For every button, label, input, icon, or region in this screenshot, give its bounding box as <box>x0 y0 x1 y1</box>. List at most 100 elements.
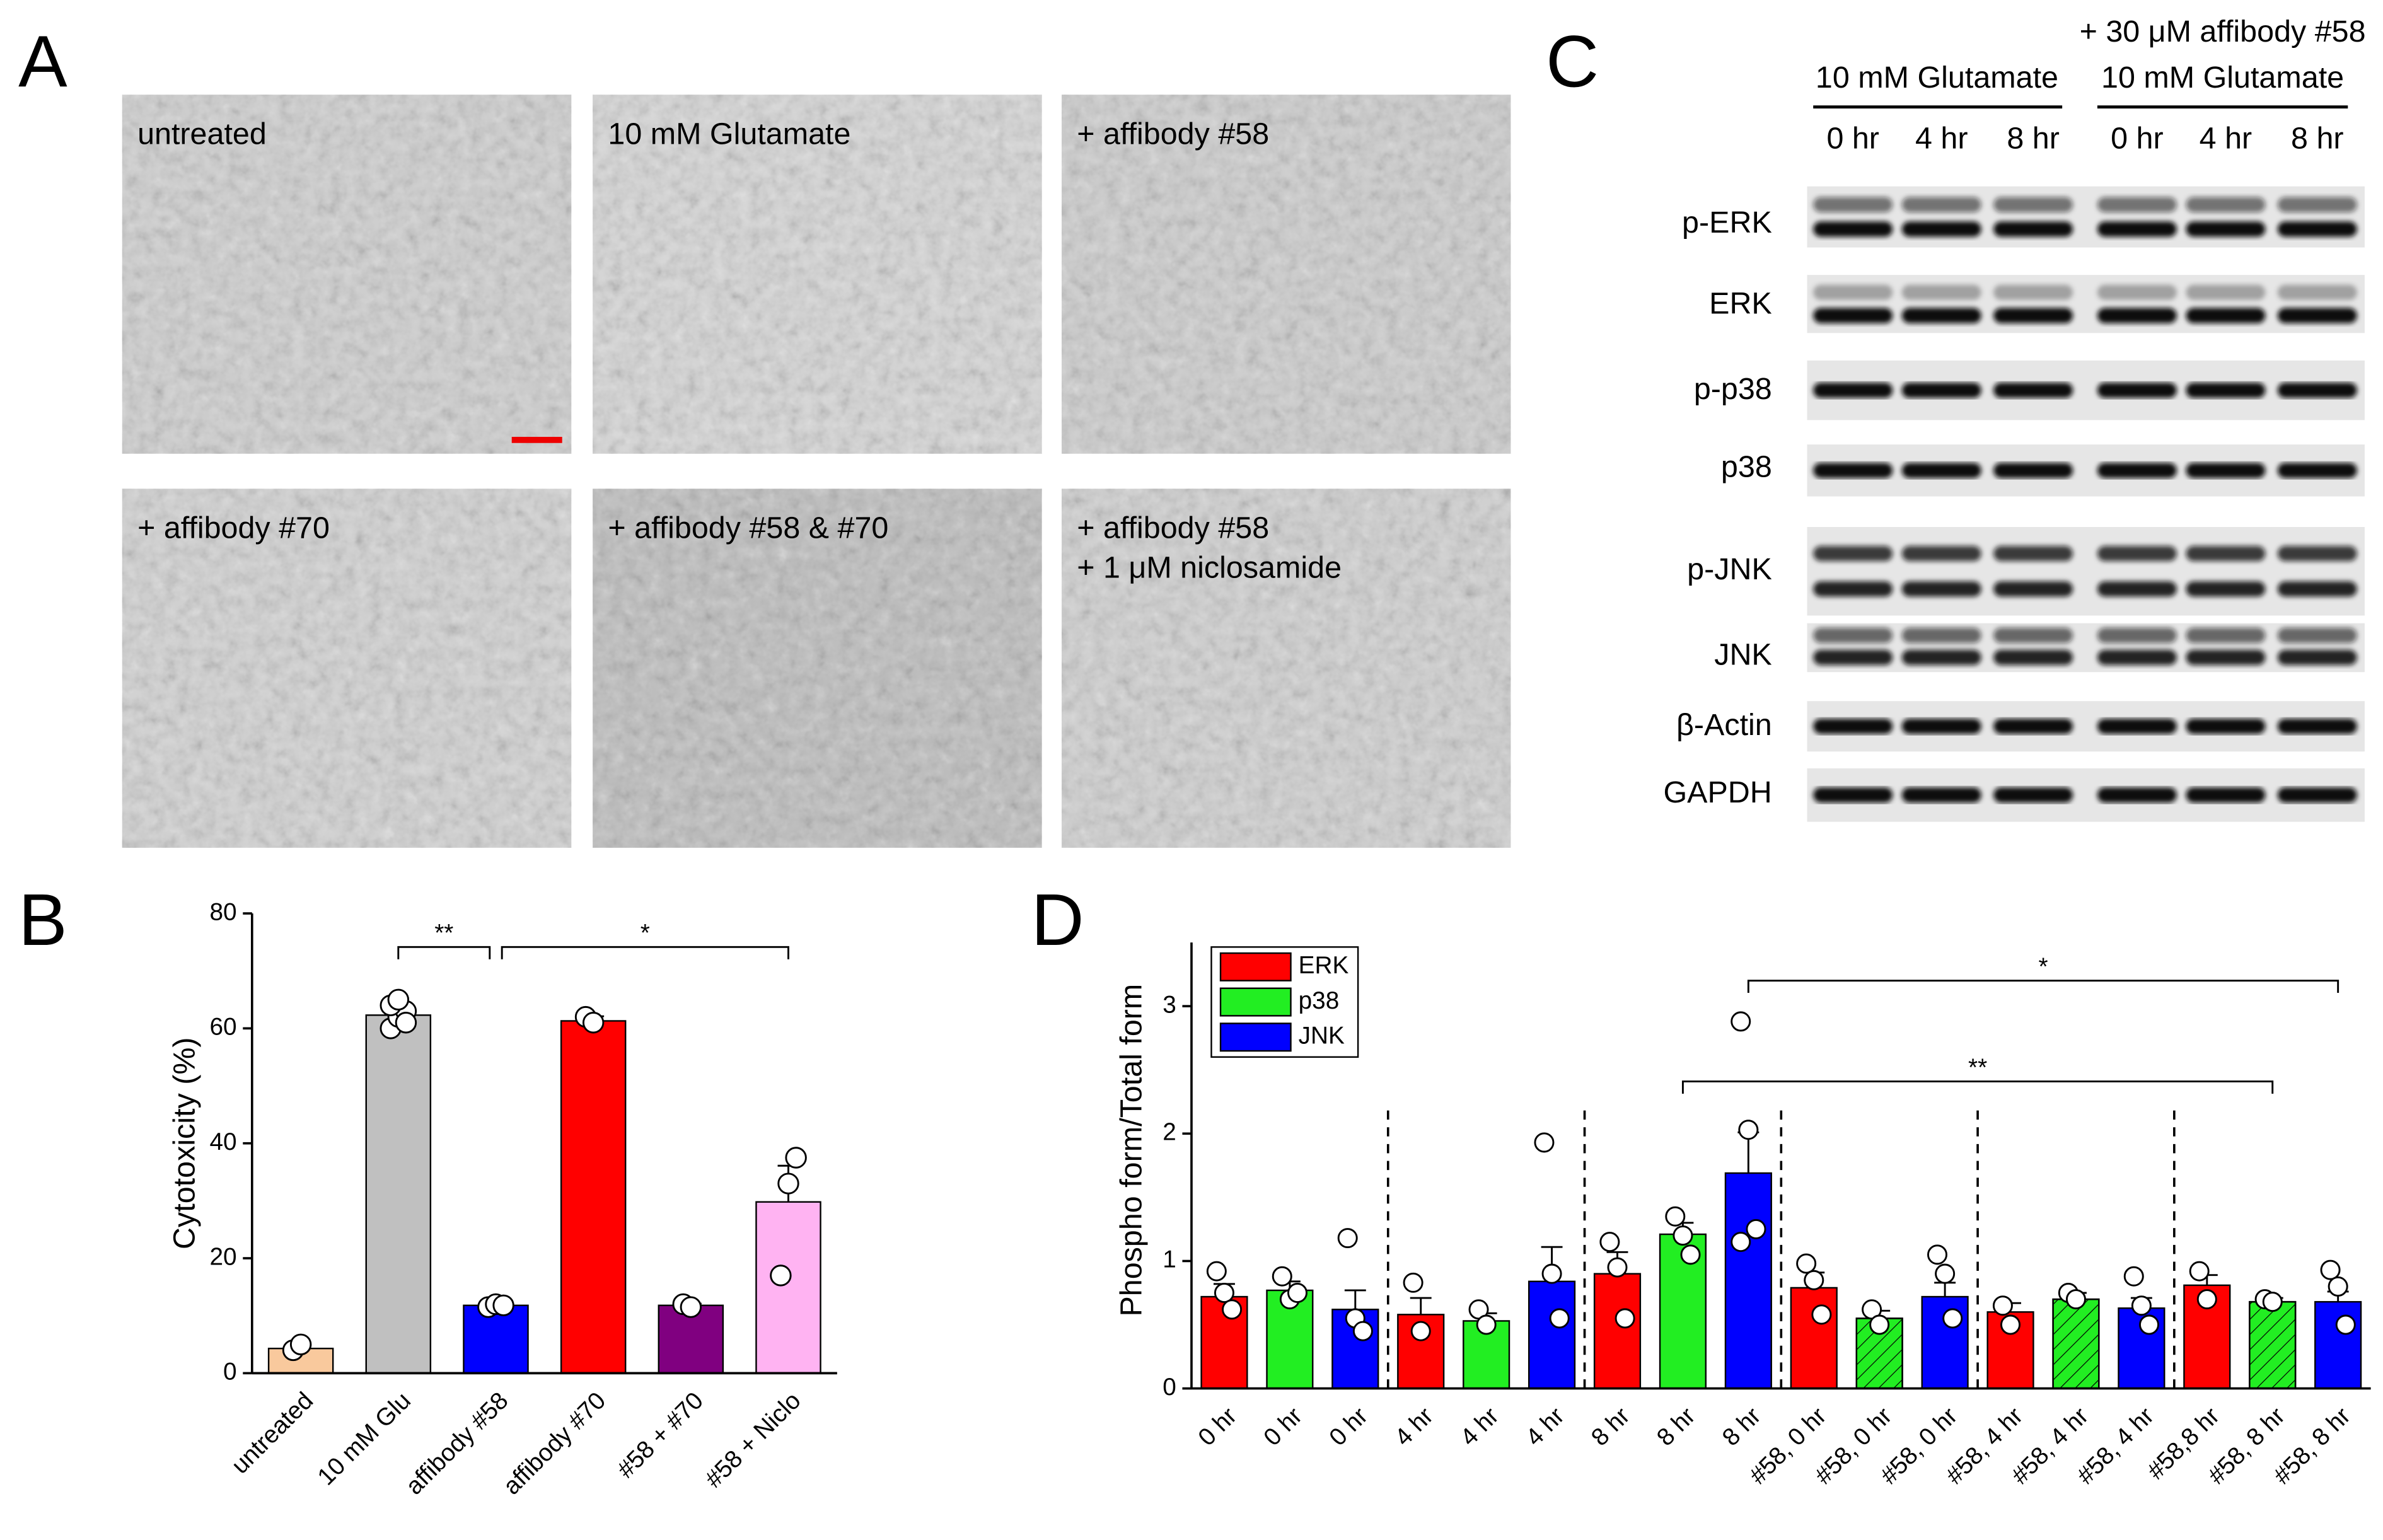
data-point <box>2000 1314 2021 1335</box>
data-point <box>2131 1295 2152 1316</box>
blot-bands <box>1813 719 2357 734</box>
band <box>2097 719 2177 734</box>
band <box>1993 197 2073 212</box>
data-point <box>2123 1266 2144 1287</box>
lane-label: 0 hr <box>2111 122 2164 156</box>
y-tick-label: 0 <box>1163 1374 1176 1401</box>
image-label: + affibody #58 <box>1077 511 1269 545</box>
band <box>1901 197 1981 212</box>
y-tick-label: 0 <box>223 1358 237 1386</box>
y-tick-label: 3 <box>1163 991 1176 1018</box>
lane-label: 8 hr <box>2291 122 2344 156</box>
bar <box>1528 1280 1576 1389</box>
significance-bracket <box>397 946 491 959</box>
y-axis-label: Phospho form/Total form <box>1115 984 1149 1317</box>
band <box>2097 546 2177 562</box>
data-point <box>1942 1308 1963 1329</box>
data-point <box>2065 1289 2086 1310</box>
x-tick-label: 0 hr <box>1258 1403 1307 1452</box>
data-point <box>395 1012 417 1034</box>
data-point <box>1869 1314 1890 1335</box>
micrograph-texture <box>593 95 1042 454</box>
panel-letter: C <box>1546 20 1599 102</box>
x-tick-label: 8 hr <box>1652 1403 1701 1452</box>
blot-row-label: β-Actin <box>1676 708 1772 742</box>
panel-letter: A <box>18 20 67 102</box>
band <box>1901 649 1981 666</box>
band <box>2277 649 2357 666</box>
blot-bands <box>1813 284 2357 323</box>
x-tick-label: 0 hr <box>1324 1403 1373 1452</box>
legend-swatch <box>1219 952 1292 981</box>
bar <box>755 1201 821 1374</box>
micrograph-texture <box>122 95 572 454</box>
bar <box>463 1304 529 1374</box>
band <box>2097 221 2177 237</box>
image-label: + 1 μM niclosamide <box>1077 551 1342 585</box>
lane-label: 8 hr <box>2007 122 2060 156</box>
image-label: + affibody #58 <box>1077 117 1269 151</box>
data-point <box>2328 1276 2348 1297</box>
band <box>1901 787 1981 803</box>
band <box>2277 546 2357 562</box>
y-tick-label: 60 <box>209 1014 236 1041</box>
band <box>1813 581 1893 597</box>
data-point <box>1680 1244 1701 1265</box>
band <box>1813 787 1893 803</box>
band <box>1901 463 1981 478</box>
data-point <box>1206 1261 1227 1282</box>
bar <box>1790 1287 1838 1389</box>
data-point <box>1927 1244 1947 1265</box>
band <box>1993 627 2073 644</box>
band <box>1813 463 1893 478</box>
x-tick-label: 10 mM Glu <box>313 1387 416 1490</box>
band <box>1993 787 2073 803</box>
data-point <box>1599 1232 1620 1253</box>
band <box>1901 581 1981 597</box>
blot-bands <box>1813 383 2357 398</box>
band <box>2186 546 2266 562</box>
band <box>1813 383 1893 398</box>
band <box>1813 221 1893 237</box>
bar <box>365 1014 432 1374</box>
blot-bands <box>1813 197 2357 237</box>
y-tick-label: 40 <box>209 1128 236 1155</box>
x-tick-label: 0 hr <box>1193 1403 1242 1452</box>
band <box>2097 308 2177 323</box>
significance-label: ** <box>1968 1054 1987 1081</box>
band <box>1993 581 2073 597</box>
significance-bracket <box>1681 1080 2274 1094</box>
bar <box>1921 1295 1969 1389</box>
data-point <box>1731 1011 1751 1032</box>
data-point <box>1337 1228 1358 1249</box>
band <box>1901 546 1981 562</box>
band <box>1993 221 2073 237</box>
blot-bands <box>1813 546 2357 597</box>
data-point <box>770 1265 792 1287</box>
data-point <box>1665 1206 1686 1227</box>
group-label: 10 mM Glutamate <box>1816 61 2058 95</box>
image-label: untreated <box>137 117 267 151</box>
band <box>2277 221 2357 237</box>
data-point <box>492 1294 514 1316</box>
significance-label: * <box>641 920 650 947</box>
significance-bracket <box>501 946 789 959</box>
band <box>1993 546 2073 562</box>
image-label: + affibody #58 & #70 <box>608 511 888 545</box>
band <box>2186 581 2266 597</box>
blot <box>1807 526 2365 616</box>
significance-label: * <box>2038 953 2048 980</box>
data-point <box>1549 1308 1570 1329</box>
blot-row-label: GAPDH <box>1663 775 1771 809</box>
x-tick-label: 4 hr <box>1389 1403 1439 1452</box>
data-point <box>1476 1314 1497 1335</box>
data-point <box>2335 1314 2356 1335</box>
band <box>2277 627 2357 644</box>
band <box>1993 308 2073 323</box>
band <box>1993 463 2073 478</box>
y-axis-label: Cytotoxicity (%) <box>167 1037 201 1249</box>
band <box>2186 719 2266 734</box>
band <box>1901 284 1981 300</box>
legend-swatch <box>1219 1022 1292 1052</box>
data-point <box>2139 1314 2159 1335</box>
